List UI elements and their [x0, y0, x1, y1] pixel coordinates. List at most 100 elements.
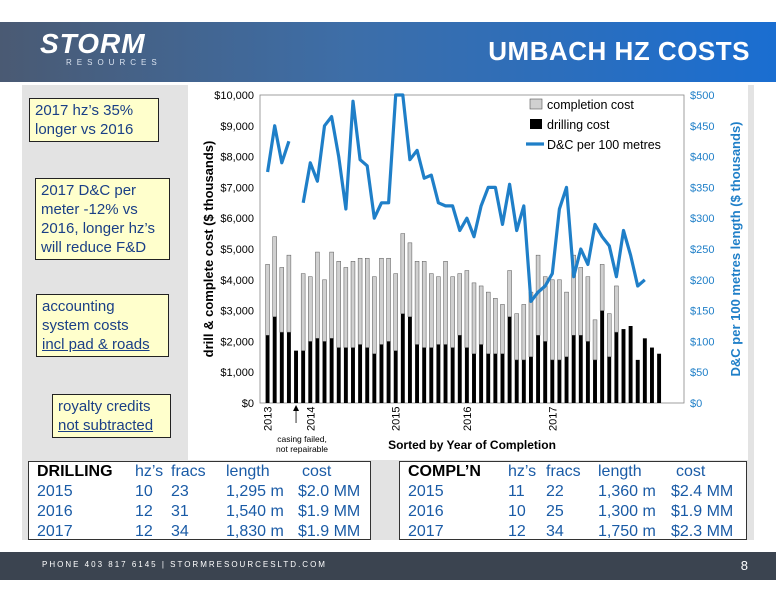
- note-line: will reduce F&D: [41, 239, 147, 256]
- y2-tick-label: $450: [690, 121, 714, 133]
- completion-bar: [286, 254, 292, 333]
- drilling-bar: [400, 313, 405, 403]
- legend-swatch-drilling: [530, 119, 542, 129]
- completion-bar: [379, 257, 384, 345]
- table-header: length: [226, 463, 270, 480]
- note-line: meter -12% vs: [41, 201, 138, 218]
- legend-label: drilling cost: [547, 118, 610, 132]
- table-cell: 2017: [37, 523, 73, 540]
- drilling-bar: [265, 335, 270, 403]
- completion-bar: [336, 261, 341, 348]
- legend-label: completion cost: [547, 98, 634, 112]
- note-line: 2017 hz’s 35%: [35, 102, 134, 119]
- table-header: fracs: [171, 463, 206, 480]
- table-row: 2015 10 23 1,295 m $2.0 MM: [29, 482, 370, 502]
- note-accounting: accounting system costs incl pad & roads: [36, 294, 169, 357]
- completion-bar: [571, 254, 576, 336]
- y-tick-label: $7,000: [220, 182, 254, 194]
- x-year-label: 2013: [263, 407, 275, 431]
- table-header-row: COMPL’N hz’s fracs length cost: [400, 462, 746, 482]
- note-line: not subtracted: [58, 417, 154, 434]
- table-cell: $1.9 MM: [671, 503, 734, 520]
- y2-tick-label: $0: [690, 398, 702, 410]
- completion-bar: [493, 298, 498, 354]
- table-cell: $2.3 MM: [671, 523, 734, 540]
- table-cell: 10: [135, 483, 153, 500]
- table-row: 2017 12 34 1,750 m $2.3 MM: [400, 522, 746, 542]
- table-cell: $1.9 MM: [298, 523, 361, 540]
- table-row: 2016 10 25 1,300 m $1.9 MM: [400, 502, 746, 522]
- table-header: hz’s: [508, 463, 537, 480]
- slide-footer: PHONE 403 817 6145 | STORMRESOURCESLTD.C…: [0, 552, 776, 580]
- table-cell: 1,540 m: [226, 503, 284, 520]
- completion-bar: [557, 279, 562, 361]
- completion-bar: [471, 282, 477, 354]
- table-cell: 12: [135, 503, 153, 520]
- annotation-text: not repairable: [276, 444, 328, 454]
- y-tick-label: $3,000: [220, 306, 254, 318]
- drilling-bar: [614, 332, 619, 403]
- completion-bar: [414, 261, 420, 345]
- page-number: 8: [740, 558, 748, 573]
- table-cell: 1,300 m: [598, 503, 656, 520]
- drilling-bar: [528, 356, 533, 403]
- drilling-bar: [536, 335, 541, 403]
- completion-bar: [350, 261, 356, 348]
- y2-tick-label: $250: [690, 244, 714, 256]
- y2-tick-label: $50: [690, 367, 708, 379]
- table-row: 2017 12 34 1,830 m $1.9 MM: [29, 522, 370, 542]
- table-header: DRILLING: [37, 463, 113, 480]
- x-axis-title: Sorted by Year of Completion: [388, 438, 556, 452]
- drilling-bar: [272, 316, 277, 403]
- table-cell: 2015: [37, 483, 73, 500]
- note-line: system costs: [42, 317, 129, 334]
- table-header: cost: [676, 463, 706, 480]
- drilling-bar: [279, 332, 284, 403]
- table-cell: 34: [171, 523, 189, 540]
- drilling-bar: [294, 350, 298, 403]
- completion-bar: [357, 257, 363, 345]
- drilling-bar: [550, 359, 555, 403]
- completion-bar: [614, 285, 619, 333]
- table-cell: 1,360 m: [598, 483, 656, 500]
- drilling-bar: [578, 335, 583, 403]
- completion-bar: [443, 261, 448, 345]
- drilling-bar: [429, 347, 434, 403]
- completion-bar: [315, 251, 320, 339]
- completion-bar: [308, 276, 313, 342]
- drilling-bar: [422, 347, 427, 403]
- table-cell: 2016: [37, 503, 73, 520]
- table-cell: $1.9 MM: [298, 503, 361, 520]
- drilling-bar: [650, 347, 654, 403]
- completion-bar: [265, 264, 270, 336]
- x-year-label: 2014: [305, 407, 317, 431]
- drilling-bar: [657, 353, 662, 403]
- drilling-bar: [301, 350, 306, 403]
- drilling-bar: [521, 359, 526, 403]
- drilling-bar: [635, 359, 640, 403]
- drilling-bar: [457, 335, 462, 403]
- drilling-bar: [436, 344, 441, 403]
- completion-bar: [393, 273, 398, 351]
- completion-bar: [272, 236, 277, 318]
- y2-tick-label: $200: [690, 275, 714, 287]
- drilling-bar: [543, 341, 548, 403]
- table-cell: 1,750 m: [598, 523, 656, 540]
- table-cell: 2015: [408, 483, 444, 500]
- completion-bar: [279, 267, 285, 333]
- completion-bar: [521, 304, 527, 361]
- completion-bar: [542, 276, 548, 342]
- drilling-bar: [464, 347, 469, 403]
- drilling-bar: [479, 344, 484, 403]
- drilling-bar: [379, 344, 384, 403]
- drilling-bar: [407, 316, 412, 403]
- y-axis-title: drill & complete cost ($ thousands): [201, 141, 216, 358]
- footer-contact: PHONE 403 817 6145 | STORMRESOURCESLTD.C…: [42, 560, 327, 569]
- note-line: royalty credits: [58, 398, 151, 415]
- drilling-bar: [365, 347, 370, 403]
- drilling-bar: [564, 356, 569, 403]
- completion-bar: [300, 273, 306, 351]
- completion-bar: [500, 304, 505, 354]
- table-cell: 2016: [408, 503, 444, 520]
- header-band: [0, 22, 776, 82]
